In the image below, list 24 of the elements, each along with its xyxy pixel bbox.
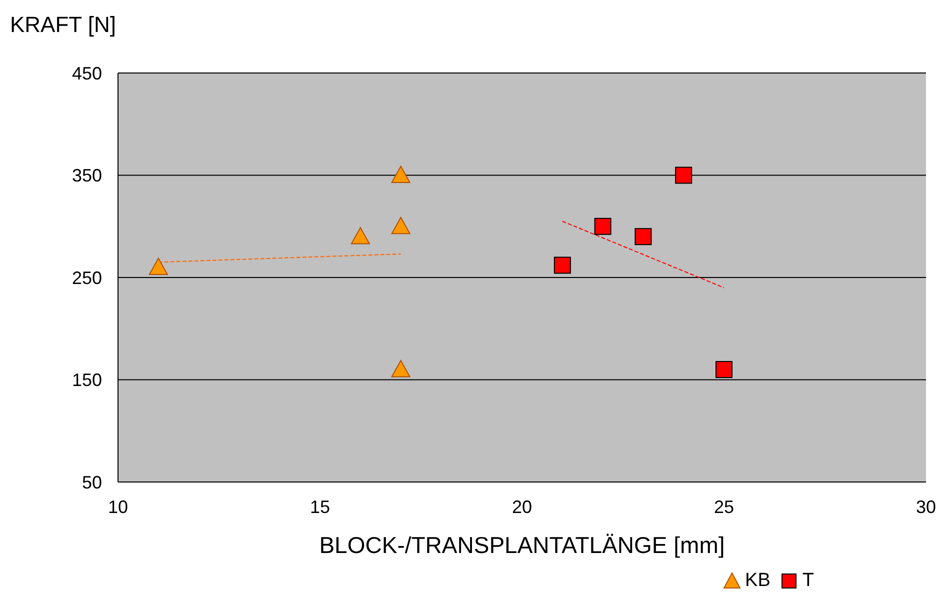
x-tick-label: 10: [108, 496, 128, 517]
point: [148, 258, 168, 275]
point: [716, 361, 732, 378]
x-tick-label: 25: [714, 496, 734, 517]
x-tick-label: 20: [512, 496, 532, 517]
x-tick-label: 15: [310, 496, 330, 517]
y-tick-label: 450: [72, 63, 102, 84]
point: [391, 166, 410, 183]
y-tick-label: 50: [82, 472, 102, 492]
x-axis-title: BLOCK-/TRANSPLANTATLÄNGE [mm]: [319, 532, 725, 558]
legend-label: KB: [744, 570, 770, 592]
point: [391, 216, 410, 234]
point: [391, 360, 410, 378]
legend-label: T: [801, 570, 814, 592]
point: [594, 218, 612, 235]
point: [634, 228, 652, 246]
x-tick-label: 30: [916, 496, 936, 517]
y-axis-title: KRAFT [N]: [10, 12, 116, 38]
point: [675, 166, 692, 184]
y-tick-label: 250: [72, 268, 102, 288]
y-tick-label: 350: [72, 166, 102, 186]
point: [350, 227, 370, 244]
y-tick-label: 150: [72, 370, 102, 390]
point: [554, 256, 571, 274]
